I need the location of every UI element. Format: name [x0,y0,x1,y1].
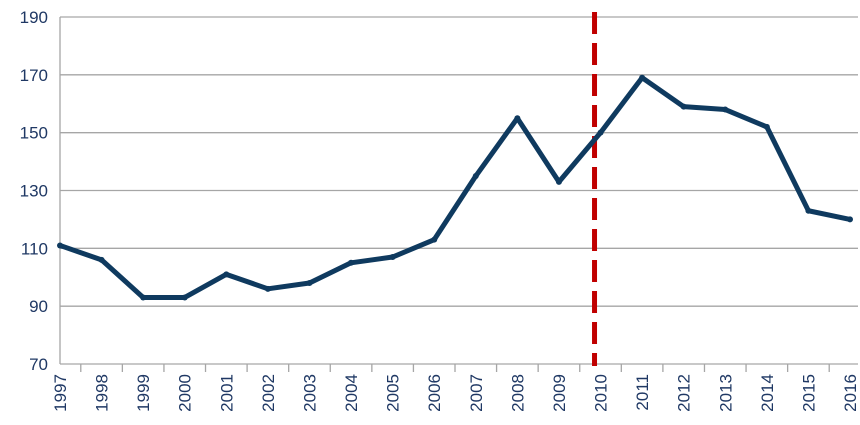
data-point-1998 [99,257,105,263]
y-tick-label: 90 [29,297,48,316]
data-point-2010 [598,130,604,136]
x-axis-tick-labels: 1997 1998 1999 2000 2001 2002 2003 2004 2005 2006… [51,374,860,412]
x-tick-label: 2016 [841,374,860,412]
data-point-2004 [348,260,354,266]
data-point-1997 [57,242,63,248]
x-tick-label: 2000 [176,374,195,412]
y-tick-label: 150 [20,124,48,143]
x-tick-label: 1998 [93,374,112,412]
y-tick-label: 170 [20,66,48,85]
y-tick-label: 70 [29,355,48,374]
data-point-2012 [681,104,687,110]
series-line [60,78,850,298]
x-tick-label: 2006 [425,374,444,412]
x-tick-label: 2002 [259,374,278,412]
data-point-2000 [182,294,188,300]
data-point-2007 [473,173,479,179]
data-point-2011 [639,75,645,81]
data-point-2006 [431,237,437,243]
grid-lines [60,17,858,364]
y-tick-label: 130 [20,182,48,201]
data-point-2016 [847,216,853,222]
x-tick-label: 2013 [716,374,735,412]
x-tick-label: 2005 [384,374,403,412]
x-tick-label: 2003 [300,374,319,412]
data-point-1999 [140,294,146,300]
data-point-2014 [764,124,770,130]
x-tick-label: 2001 [217,374,236,412]
x-tick-label: 2008 [508,374,527,412]
y-tick-label: 110 [21,239,48,258]
x-tick-label: 2011 [633,374,652,411]
data-point-2008 [514,115,520,121]
x-tick-label: 2007 [467,374,486,412]
data-point-2003 [306,280,312,286]
x-axis-tick-marks [81,364,829,372]
data-points [57,75,853,301]
x-tick-label: 1999 [134,374,153,412]
data-point-2009 [556,179,562,185]
x-tick-label: 2015 [799,374,818,412]
x-tick-label: 2014 [758,374,777,412]
x-tick-label: 2009 [550,374,569,412]
x-tick-label: 2010 [592,374,611,412]
data-point-2001 [223,271,229,277]
data-point-2002 [265,286,271,292]
x-tick-label: 2012 [675,374,694,412]
y-tick-label: 190 [20,8,48,27]
data-point-2005 [390,254,396,260]
y-axis-tick-labels: 70 90 110 130 150 170 190 [20,8,48,374]
data-point-2015 [805,208,811,214]
x-tick-label: 2004 [342,374,361,412]
data-point-2013 [722,107,728,113]
x-tick-label: 1997 [51,374,70,412]
